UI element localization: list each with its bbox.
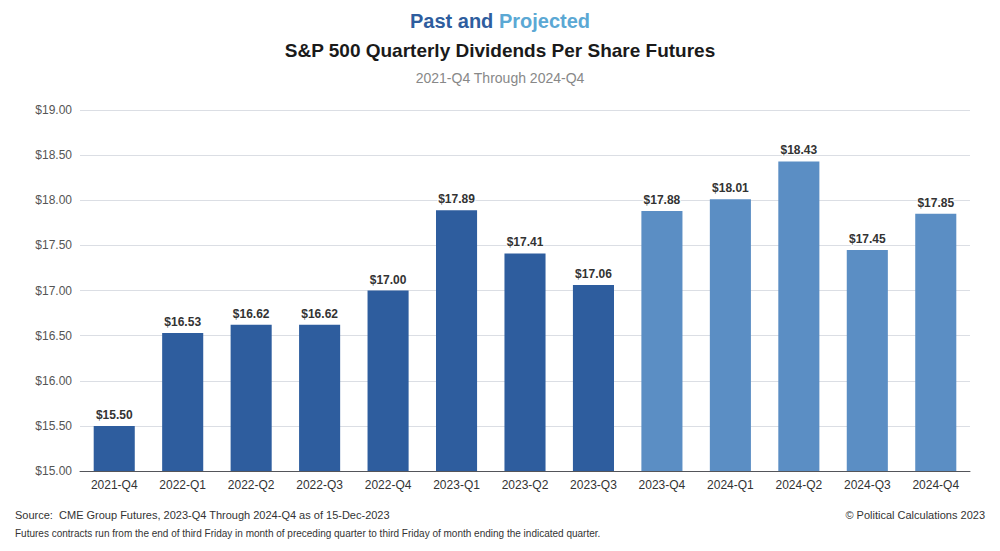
- svg-text:$15.50: $15.50: [35, 419, 72, 433]
- svg-text:2022-Q4: 2022-Q4: [365, 478, 412, 492]
- svg-text:2021-Q4 Through 2024-Q4: 2021-Q4 Through 2024-Q4: [416, 70, 585, 86]
- svg-text:$16.62: $16.62: [301, 307, 338, 321]
- svg-text:2024-Q3: 2024-Q3: [844, 478, 891, 492]
- svg-text:$16.53: $16.53: [164, 315, 201, 329]
- svg-text:$17.41: $17.41: [507, 235, 544, 249]
- svg-text:$17.45: $17.45: [849, 232, 886, 246]
- svg-text:$17.88: $17.88: [644, 193, 681, 207]
- svg-text:$15.00: $15.00: [35, 464, 72, 478]
- svg-text:$16.50: $16.50: [35, 329, 72, 343]
- svg-text:$17.00: $17.00: [35, 284, 72, 298]
- svg-text:and: and: [452, 10, 499, 32]
- svg-text:$17.50: $17.50: [35, 238, 72, 252]
- svg-text:$15.50: $15.50: [96, 408, 133, 422]
- svg-text:2023-Q3: 2023-Q3: [570, 478, 617, 492]
- svg-text:2021-Q4: 2021-Q4: [91, 478, 138, 492]
- svg-text:$17.00: $17.00: [370, 273, 407, 287]
- svg-text:Futures contracts run from the: Futures contracts run from the end of th…: [15, 528, 600, 539]
- svg-text:Source: CME Group Futures, 20: Source: CME Group Futures, 2023-Q4 Throu…: [15, 509, 390, 521]
- svg-text:Projected: Projected: [499, 10, 590, 32]
- svg-text:$16.00: $16.00: [35, 374, 72, 388]
- svg-text:$17.89: $17.89: [438, 192, 475, 206]
- svg-text:2023-Q4: 2023-Q4: [639, 478, 686, 492]
- svg-text:2022-Q1: 2022-Q1: [159, 478, 206, 492]
- svg-text:2023-Q2: 2023-Q2: [502, 478, 549, 492]
- svg-text:$18.00: $18.00: [35, 193, 72, 207]
- svg-text:$17.06: $17.06: [575, 267, 612, 281]
- svg-text:2022-Q2: 2022-Q2: [228, 478, 275, 492]
- svg-text:© Political Calculations 2023: © Political Calculations 2023: [845, 509, 985, 521]
- svg-text:$18.01: $18.01: [712, 181, 749, 195]
- svg-text:$17.85: $17.85: [917, 196, 954, 210]
- svg-text:Past: Past: [410, 10, 453, 32]
- svg-text:2022-Q3: 2022-Q3: [296, 478, 343, 492]
- svg-text:2024-Q1: 2024-Q1: [707, 478, 754, 492]
- svg-text:$19.00: $19.00: [35, 103, 72, 117]
- svg-text:S&P 500 Quarterly Dividends Pe: S&P 500 Quarterly Dividends Per Share Fu…: [285, 40, 716, 61]
- svg-text:$18.50: $18.50: [35, 148, 72, 162]
- svg-text:2023-Q1: 2023-Q1: [433, 478, 480, 492]
- svg-text:$18.43: $18.43: [780, 143, 817, 157]
- svg-text:2024-Q4: 2024-Q4: [912, 478, 959, 492]
- svg-text:2024-Q2: 2024-Q2: [775, 478, 822, 492]
- svg-text:$16.62: $16.62: [233, 307, 270, 321]
